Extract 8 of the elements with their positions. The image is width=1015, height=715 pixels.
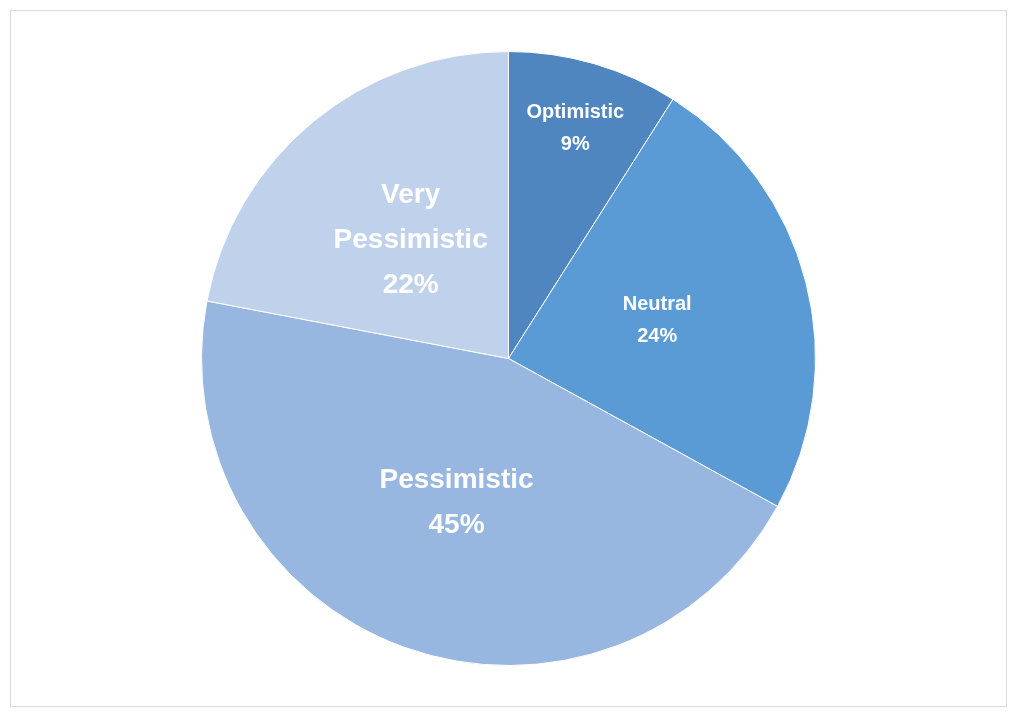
slice-label: Very Pessimistic	[333, 178, 488, 254]
slice-label: Optimistic	[526, 100, 625, 123]
data-label: 9%	[560, 132, 590, 155]
data-label: 24%	[637, 323, 678, 346]
slice-label: Neutral	[622, 291, 692, 314]
data-label: 45%	[428, 508, 485, 540]
data-label: 22%	[382, 267, 439, 299]
slice-label: Pessimistic	[379, 463, 534, 495]
